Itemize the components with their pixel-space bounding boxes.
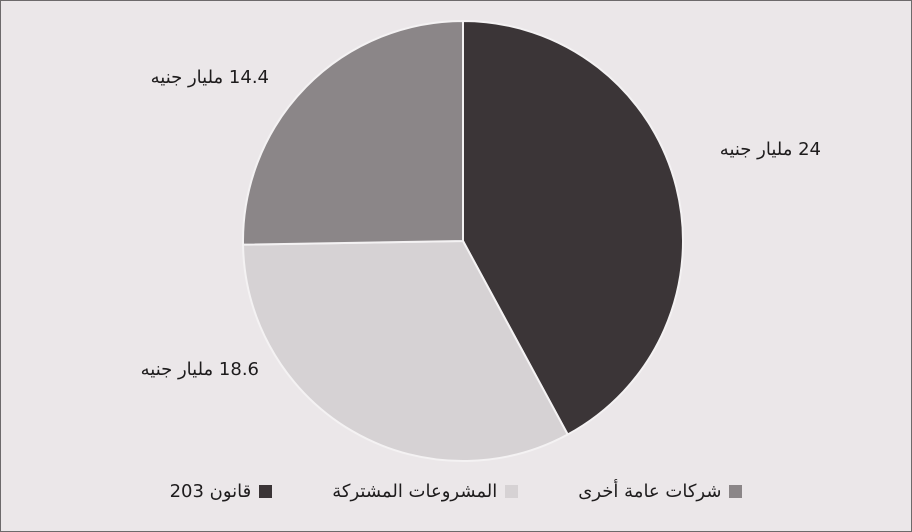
legend-label: شركات عامة أخرى	[578, 481, 722, 502]
pie-slice	[242, 19, 464, 246]
legend-swatch	[259, 485, 273, 498]
pie-slice	[242, 239, 570, 462]
pie-slice	[462, 19, 684, 436]
data-label: 24 مليار جنيه	[719, 139, 821, 160]
legend-item: شركات عامة أخرى	[578, 481, 743, 502]
legend-item: المشروعات المشتركة	[332, 481, 519, 502]
legend-item: قانون 203	[170, 481, 273, 502]
legend-swatch	[505, 485, 519, 498]
data-label: 14.4 مليار جنيه	[150, 67, 269, 88]
legend-label: المشروعات المشتركة	[332, 481, 498, 502]
legend-swatch	[729, 485, 743, 498]
legend-label: قانون 203	[169, 481, 252, 502]
legend: قانون 203 المشروعات المشتركة شركات عامة أخ…	[1, 481, 911, 502]
data-label: 18.6 مليار جنيه	[140, 359, 259, 380]
